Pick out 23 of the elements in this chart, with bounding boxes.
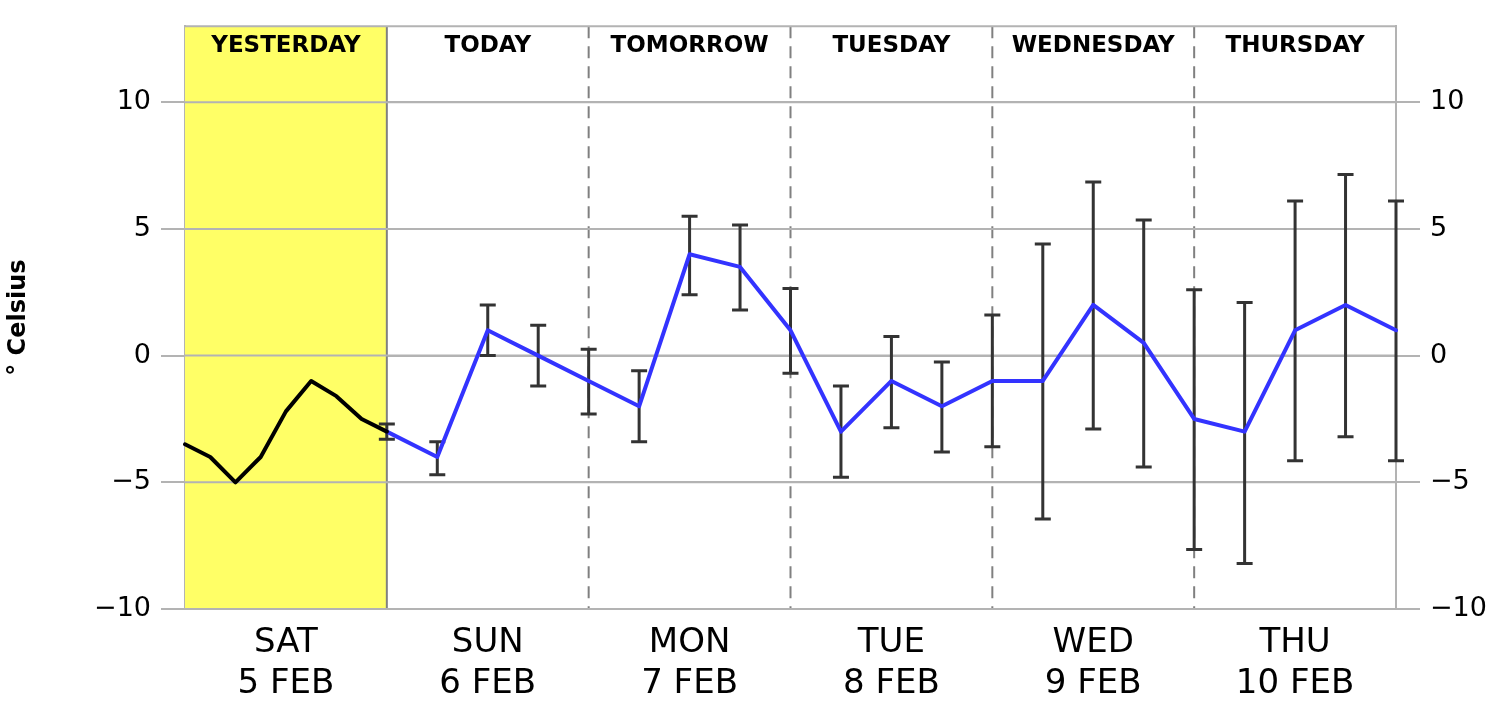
annotation: THURSDAY [1225,30,1366,57]
y-axis-title: ° Celsius [2,259,31,376]
x-tick-label: SAT 5 FEB [237,620,335,702]
y2-tick-label: −5 [1430,464,1470,496]
annotation: TOMORROW [610,30,769,57]
x-tick-label: SUN 6 FEB [439,620,537,702]
x-tick-label: MON 7 FEB [641,620,738,702]
x-tick-label: THU 10 FEB [1235,620,1355,702]
y-tick-label: 10 [116,84,151,116]
y-tick-label: −10 [94,591,151,623]
annotation: WEDNESDAY [1011,30,1176,57]
y2-tick-label: 5 [1430,210,1448,242]
x-tick-label: TUE 8 FEB [843,620,940,702]
y-tick-label: −5 [111,464,151,496]
x-tick-label: WED 9 FEB [1044,620,1142,702]
y2-tick-label: 10 [1430,84,1465,116]
y2-tick-label: 0 [1430,337,1448,369]
y-tick-label: 0 [133,337,151,369]
y2-tick-label: −10 [1430,591,1487,623]
annotation: YESTERDAY [210,30,361,57]
y-tick-label: 5 [133,210,151,242]
annotation: TODAY [444,30,532,57]
annotation: TUESDAY [832,30,951,57]
